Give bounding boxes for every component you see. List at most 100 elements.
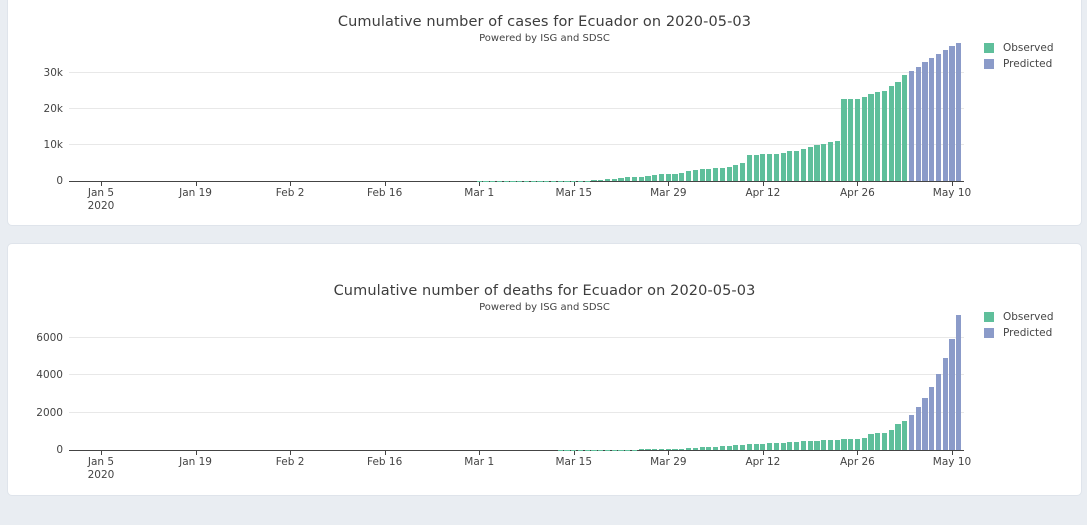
bar[interactable] [787,442,793,450]
bar[interactable] [888,430,894,450]
bar[interactable] [949,338,955,450]
bar[interactable] [875,92,881,181]
bar[interactable] [652,449,658,450]
bar[interactable] [841,99,847,181]
bar[interactable] [665,174,671,181]
bar[interactable] [942,357,948,450]
bar[interactable] [881,91,888,181]
bar[interactable] [868,433,874,450]
bar[interactable] [706,168,712,181]
legend-item-observed[interactable]: Observed [984,42,1054,54]
bar[interactable] [841,439,847,450]
bar[interactable] [794,442,800,450]
bar[interactable] [854,439,861,450]
bar[interactable] [929,58,935,181]
bar[interactable] [821,440,827,450]
cases-plot-area[interactable] [69,41,964,186]
bar[interactable] [733,165,739,181]
bar[interactable] [868,93,874,181]
bar[interactable] [915,407,921,450]
bar[interactable] [902,74,908,181]
bar[interactable] [726,166,732,181]
bar[interactable] [685,171,692,181]
bar[interactable] [881,433,888,450]
bar[interactable] [645,449,651,450]
bar[interactable] [760,154,766,181]
bar[interactable] [760,443,766,450]
bar[interactable] [611,179,617,181]
bar[interactable] [713,446,719,450]
bar[interactable] [827,439,834,450]
bar[interactable] [658,174,665,181]
bar[interactable] [821,143,827,181]
bar[interactable] [895,82,901,181]
bar[interactable] [719,446,725,450]
bar[interactable] [719,167,725,181]
bar[interactable] [753,444,759,450]
bar[interactable] [658,449,665,450]
bar[interactable] [672,173,678,181]
bar[interactable] [692,169,698,181]
bar[interactable] [780,442,786,450]
bar[interactable] [908,414,915,450]
bar[interactable] [848,99,854,181]
bar[interactable] [902,420,908,450]
bar[interactable] [699,447,705,450]
bar[interactable] [861,97,867,181]
bar[interactable] [767,153,773,181]
bar[interactable] [929,387,935,450]
bar[interactable] [827,141,834,181]
bar[interactable] [740,444,746,450]
bar[interactable] [753,154,759,181]
bar[interactable] [935,53,942,181]
bar[interactable] [773,443,779,450]
bar[interactable] [699,168,705,181]
bar[interactable] [672,448,678,450]
bar[interactable] [861,437,867,450]
bar[interactable] [834,439,840,450]
bar[interactable] [685,448,692,450]
bar[interactable] [935,373,942,450]
bar[interactable] [604,179,611,181]
bar[interactable] [726,445,732,450]
bar[interactable] [679,172,685,181]
bar[interactable] [915,66,921,181]
bar[interactable] [848,439,854,450]
bar[interactable] [956,42,962,181]
bar[interactable] [638,176,644,181]
bar[interactable] [780,152,786,181]
bar[interactable] [733,445,739,450]
bar[interactable] [740,163,746,181]
bar[interactable] [625,177,631,181]
bar[interactable] [814,144,820,181]
bar[interactable] [713,167,719,181]
bar[interactable] [800,441,806,450]
bar[interactable] [773,153,779,181]
bar[interactable] [706,446,712,450]
bar[interactable] [807,146,813,181]
bar[interactable] [875,433,881,450]
bar[interactable] [854,99,861,181]
deaths-plot-area[interactable] [69,310,964,455]
bar[interactable] [767,443,773,450]
bar[interactable] [888,86,894,181]
bar[interactable] [807,441,813,450]
bar[interactable] [692,447,698,450]
legend-item-observed[interactable]: Observed [984,311,1054,323]
bar[interactable] [652,175,658,181]
bar[interactable] [922,398,928,450]
bar[interactable] [942,49,948,181]
bar[interactable] [618,178,624,181]
legend-item-predicted[interactable]: Predicted [984,58,1054,70]
bar[interactable] [800,148,806,181]
bar[interactable] [746,155,752,181]
bar[interactable] [631,177,638,181]
bar[interactable] [665,448,671,450]
bar[interactable] [787,151,793,181]
bar[interactable] [591,180,597,181]
bar[interactable] [638,449,644,450]
bar[interactable] [956,315,962,450]
bar[interactable] [895,424,901,450]
bar[interactable] [631,449,638,450]
bar[interactable] [794,150,800,181]
